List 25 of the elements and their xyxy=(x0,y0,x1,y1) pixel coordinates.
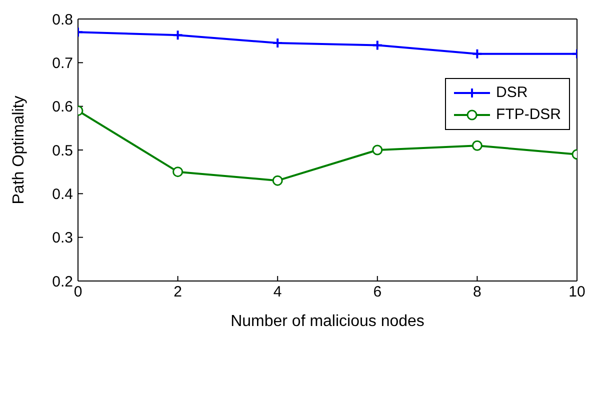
point xyxy=(372,40,383,51)
x-tick-label: 8 xyxy=(473,284,482,301)
point xyxy=(372,144,383,156)
x-tick-label: 6 xyxy=(373,284,382,301)
point xyxy=(472,48,483,60)
point xyxy=(272,38,284,49)
y-tick-label: 0.8 xyxy=(52,11,73,28)
y-tick-label: 0.4 xyxy=(52,186,73,203)
x-axis-title: Number of malicious nodes xyxy=(230,313,424,330)
x-tick-label: 10 xyxy=(568,284,586,301)
x-tick-label: 2 xyxy=(174,284,182,301)
legend-label: DSR xyxy=(496,83,528,103)
point xyxy=(172,30,184,41)
point xyxy=(472,140,482,151)
x-tick-label: 0 xyxy=(74,284,82,301)
y-axis-title: Path Optimality xyxy=(10,96,28,204)
y-tick-label: 0.6 xyxy=(52,98,73,116)
y-tick-label: 0.3 xyxy=(52,230,73,247)
y-tick-label: 0.7 xyxy=(52,54,73,72)
legend-label: FTP-DSR xyxy=(496,105,561,125)
point xyxy=(172,166,184,178)
y-tick-label: 0.2 xyxy=(52,273,73,290)
x-tick-label: 4 xyxy=(273,284,282,301)
point xyxy=(272,175,283,186)
y-tick-label: 0.5 xyxy=(52,142,73,160)
